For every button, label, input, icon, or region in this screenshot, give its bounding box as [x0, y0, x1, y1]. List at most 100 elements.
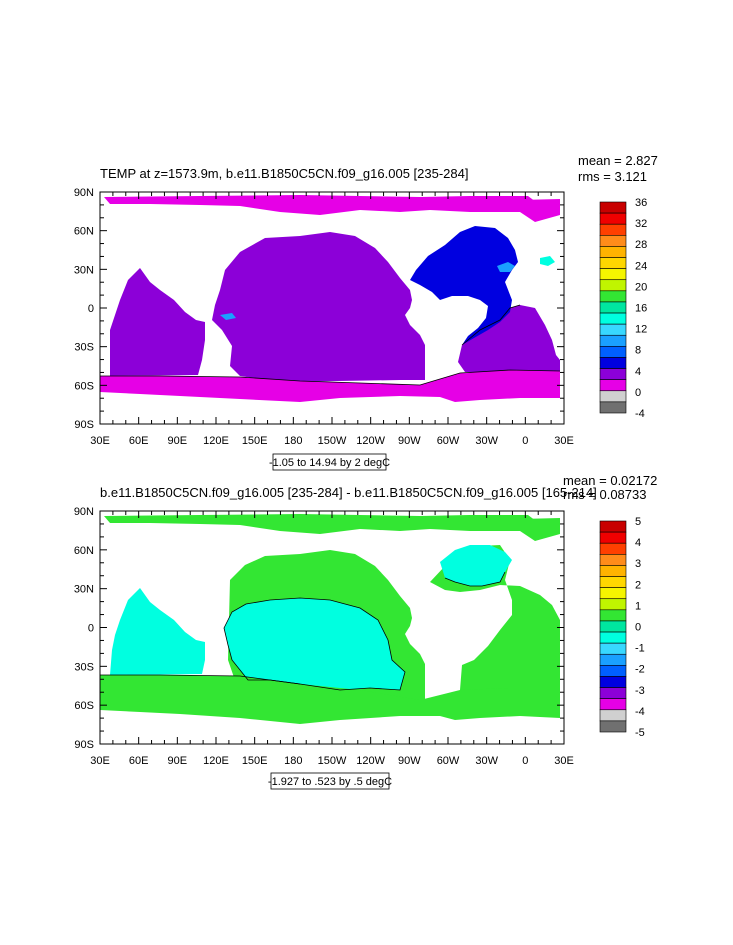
colorbar-swatch [599, 246, 627, 258]
colorbar-label: 0 [635, 387, 641, 399]
panel-1-colorbar: 36 32 28 24 20 16 12 8 4 0 -4 [599, 197, 647, 420]
x-tick-label: 60E [129, 755, 149, 767]
x-tick-label: 120E [203, 755, 229, 767]
colorbar-label: -3 [635, 685, 645, 697]
colorbar-label: 12 [635, 324, 647, 336]
x-tick-label: 150W [318, 755, 347, 767]
x-tick-label: 150W [318, 435, 347, 447]
p1-contour-atlantic [461, 304, 521, 346]
p2-contour-1 [223, 597, 406, 691]
colorbar-swatch [599, 235, 627, 247]
x-tick-label: 120W [356, 435, 385, 447]
colorbar-label: -4 [635, 706, 645, 718]
p2-contour-3 [444, 571, 506, 587]
y-tick-label: 0 [88, 303, 94, 315]
colorbar-label: 3 [635, 558, 641, 570]
panel-1-map [100, 195, 561, 402]
x-tick-label: 60E [129, 435, 149, 447]
colorbar-swatch [599, 379, 627, 392]
p2-north-atlantic-cyan [440, 545, 512, 586]
colorbar-swatch [599, 598, 627, 611]
y-tick-label: 90S [74, 419, 94, 431]
colorbar-swatch [599, 290, 627, 303]
colorbar-label: 8 [635, 345, 641, 357]
colorbar-label: 32 [635, 218, 647, 230]
colorbar-label: -1 [635, 643, 645, 655]
colorbar-swatch [599, 368, 627, 380]
colorbar-swatch [599, 554, 627, 566]
colorbar-label: 1 [635, 600, 641, 612]
p2-indian-ocean [110, 588, 205, 675]
colorbar-label: 4 [635, 366, 641, 378]
colorbar-label: 28 [635, 239, 647, 251]
colorbar-label: 0 [635, 622, 641, 634]
colorbar-swatch [599, 676, 627, 688]
panel-2-rms: rms = 0.08733 [563, 487, 646, 502]
p1-pacific-ocean [212, 232, 425, 382]
colorbar-swatch [599, 279, 627, 292]
colorbar-label: -4 [635, 408, 645, 420]
colorbar-swatch [599, 346, 627, 358]
colorbar-swatch [599, 620, 627, 633]
x-tick-label: 0 [522, 755, 528, 767]
colorbar-swatch [599, 720, 627, 733]
y-tick-label: 90N [74, 187, 94, 199]
y-tick-label: 60S [74, 380, 94, 392]
y-tick-label: 90N [74, 506, 94, 518]
colorbar-swatch [599, 201, 627, 214]
colorbar-swatch [599, 687, 627, 699]
colorbar-swatch [599, 653, 627, 666]
colorbar-swatch [599, 520, 627, 533]
panel-2-contour-info: -1.927 to .523 by .5 degC [268, 776, 392, 788]
p1-contour-south [100, 369, 561, 386]
colorbar-swatch [599, 631, 627, 644]
x-tick-label: 120E [203, 435, 229, 447]
colorbar-swatch [599, 268, 627, 281]
p1-indian-ocean [110, 268, 205, 376]
y-tick-label: 30N [74, 264, 94, 276]
colorbar-swatch [599, 357, 627, 369]
colorbar-swatch [599, 565, 627, 577]
colorbar-label: 16 [635, 303, 647, 315]
p1-indonesia-patch [220, 313, 236, 320]
x-tick-label: 180 [284, 755, 302, 767]
colorbar-swatch [599, 576, 627, 588]
x-tick-label: 90W [398, 435, 421, 447]
colorbar-swatch [599, 301, 627, 314]
x-tick-label: 30E [554, 755, 574, 767]
panel-1-rms: rms = 3.121 [578, 169, 647, 184]
colorbar-swatch [599, 542, 627, 555]
colorbar-label: -5 [635, 727, 645, 739]
x-tick-label: 30E [90, 435, 110, 447]
colorbar-swatch [599, 401, 627, 414]
panel-2-title: b.e11.B1850C5CN.f09_g16.005 [235-284] - … [100, 485, 597, 500]
panel-2-contour-info-box: -1.927 to .523 by .5 degC [268, 772, 392, 790]
panel-2-map [100, 514, 560, 724]
panel-2-mean: mean = 0.02172 [563, 473, 657, 488]
colorbar-swatch [599, 642, 627, 655]
panel-1: TEMP at z=1573.9m, b.e11.B1850C5CN.f09_g… [74, 153, 658, 471]
x-tick-label: 30E [554, 435, 574, 447]
panel-1-contour-info: -1.05 to 14.94 by 2 degC [269, 457, 390, 469]
x-tick-label: 60W [437, 755, 460, 767]
y-tick-label: 30N [74, 584, 94, 596]
colorbar-swatch [599, 312, 627, 325]
colorbar-label: 36 [635, 197, 647, 209]
x-tick-label: 150E [242, 435, 268, 447]
y-tick-label: 90S [74, 739, 94, 751]
colorbar-swatch [599, 665, 627, 677]
panel-1-title: TEMP at z=1573.9m, b.e11.B1850C5CN.f09_g… [100, 166, 468, 181]
y-tick-label: 30S [74, 661, 94, 673]
colorbar-swatch [599, 257, 627, 269]
x-tick-label: 30E [90, 755, 110, 767]
p1-arctic-ocean [104, 195, 540, 215]
panel-2-colorbar: 5 4 3 2 1 0 -1 -2 -3 -4 -5 [599, 516, 645, 739]
p2-arctic-ocean-east [520, 518, 560, 541]
colorbar-label: 4 [635, 537, 641, 549]
y-tick-label: 60N [74, 226, 94, 238]
y-tick-label: 60S [74, 700, 94, 712]
colorbar-label: 5 [635, 516, 641, 528]
x-tick-label: 120W [356, 755, 385, 767]
colorbar-swatch [599, 587, 627, 600]
